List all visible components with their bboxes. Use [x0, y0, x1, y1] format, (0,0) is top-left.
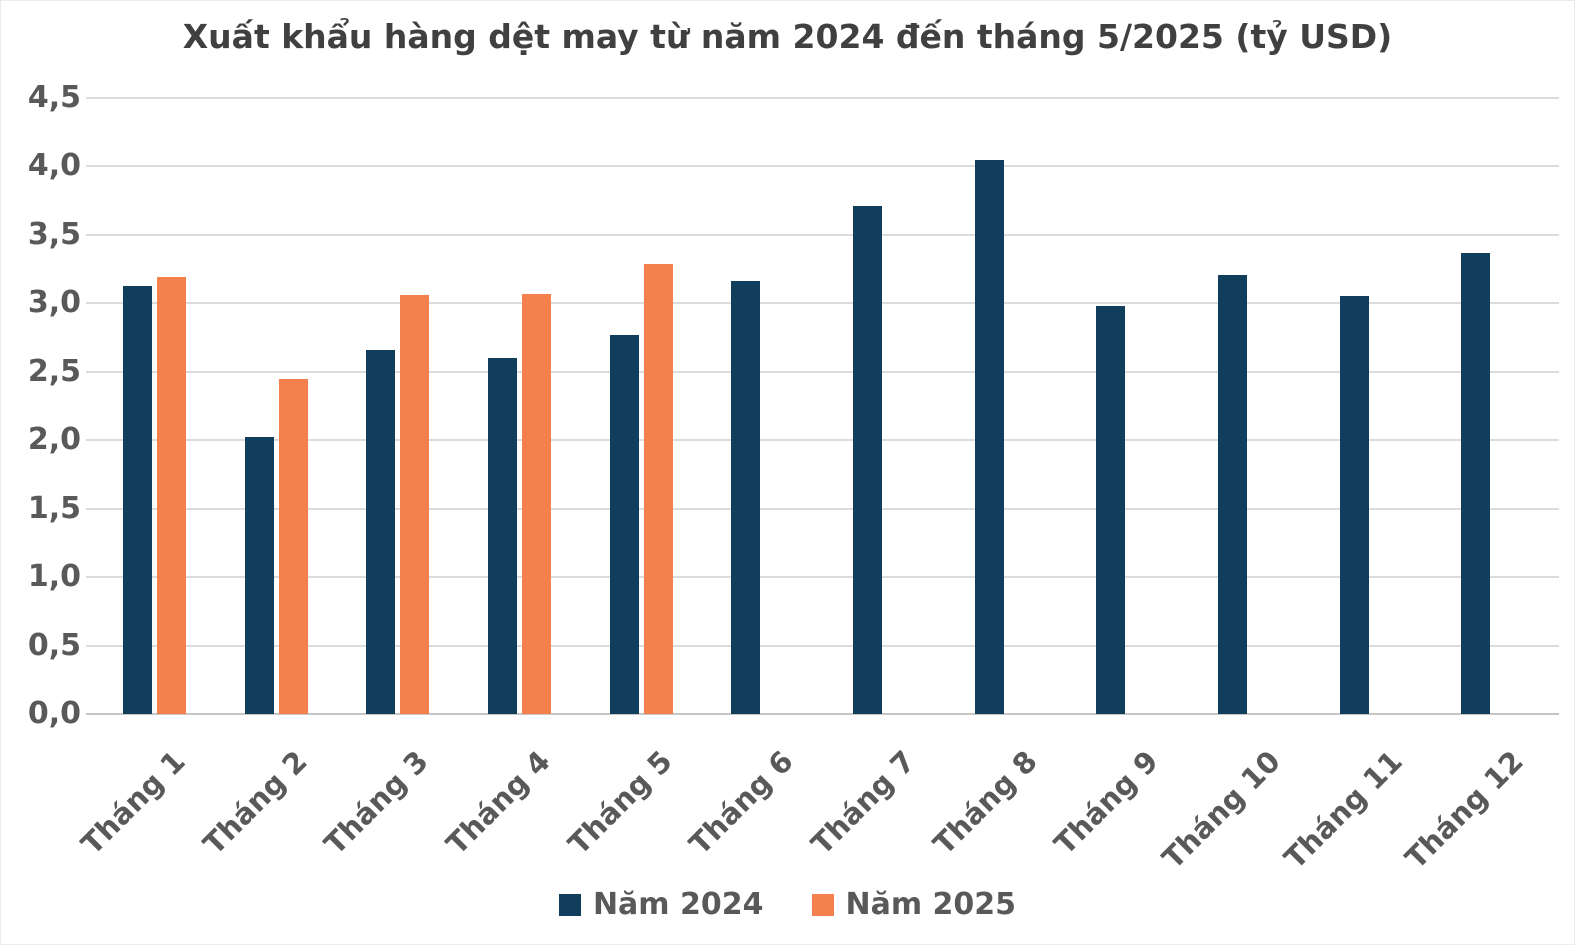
x-axis-label-month-7: Tháng 7 [804, 744, 922, 862]
gridline [86, 233, 1559, 236]
gridline [86, 370, 1559, 373]
x-axis-label-month-10: Tháng 10 [1155, 744, 1287, 876]
bar-2024-month-7 [852, 206, 882, 714]
legend-swatch-2025 [811, 893, 834, 916]
legend-label-2025: Năm 2025 [845, 887, 1017, 922]
x-axis-label-month-5: Tháng 5 [561, 744, 679, 862]
bar-2025-month-3 [400, 295, 430, 714]
x-axis-label-month-11: Tháng 11 [1277, 744, 1409, 876]
x-axis-label-month-9: Tháng 9 [1048, 744, 1166, 862]
y-axis-tick-label: 0,0 [27, 696, 81, 731]
y-axis-tick-label: 2,0 [27, 422, 81, 458]
y-axis-tick-label: 3,5 [27, 216, 81, 252]
legend-label-2024: Năm 2024 [592, 887, 764, 922]
legend: Năm 2024 Năm 2025 [1, 887, 1574, 922]
gridline [86, 302, 1559, 305]
x-axis-label-month-8: Tháng 8 [926, 744, 1044, 862]
legend-item-2025: Năm 2025 [811, 887, 1017, 922]
x-axis-label-month-6: Tháng 6 [683, 744, 801, 862]
bar-2024-month-12 [1461, 252, 1491, 714]
legend-item-2024: Năm 2024 [558, 887, 764, 922]
bar-2024-month-6 [731, 281, 761, 714]
gridline [86, 507, 1559, 510]
bar-2024-month-11 [1339, 296, 1369, 714]
bar-2024-month-4 [487, 358, 517, 714]
bar-2024-month-9 [1096, 306, 1126, 714]
y-axis-tick-label: 1,0 [27, 559, 81, 595]
legend-swatch-2024 [558, 893, 581, 916]
y-axis-tick-label: 4,0 [27, 148, 81, 184]
y-axis-tick-label: 3,0 [27, 285, 81, 321]
x-axis-label-month-3: Tháng 3 [318, 744, 436, 862]
x-axis-label-month-4: Tháng 4 [439, 744, 557, 862]
gridline [86, 439, 1559, 442]
bar-2024-month-8 [974, 159, 1004, 714]
y-axis-tick-label: 0,5 [27, 627, 81, 663]
y-axis-tick-label: 1,5 [27, 490, 81, 526]
x-axis-label-month-2: Tháng 2 [196, 744, 314, 862]
chart-title: Xuất khẩu hàng dệt may từ năm 2024 đến t… [182, 17, 1393, 56]
y-axis-tick-label: 2,5 [27, 353, 81, 389]
bar-2024-month-10 [1217, 274, 1247, 714]
x-axis-label-month-12: Tháng 12 [1398, 744, 1531, 876]
x-axis-label-month-1: Tháng 1 [74, 744, 192, 862]
bar-2025-month-2 [278, 378, 308, 714]
bar-2025-month-5 [643, 263, 673, 714]
bar-2025-month-1 [156, 277, 186, 714]
bar-2025-month-4 [521, 293, 551, 714]
bar-2024-month-2 [244, 437, 274, 714]
y-axis-tick-label: 4,5 [27, 80, 81, 115]
x-axis-line [86, 713, 1559, 715]
gridline [86, 97, 1559, 99]
gridline [86, 576, 1559, 579]
gridline [86, 644, 1559, 647]
bar-2024-month-3 [366, 349, 396, 714]
bar-2024-month-1 [122, 285, 152, 714]
bar-2024-month-5 [609, 334, 639, 714]
gridline [86, 165, 1559, 168]
